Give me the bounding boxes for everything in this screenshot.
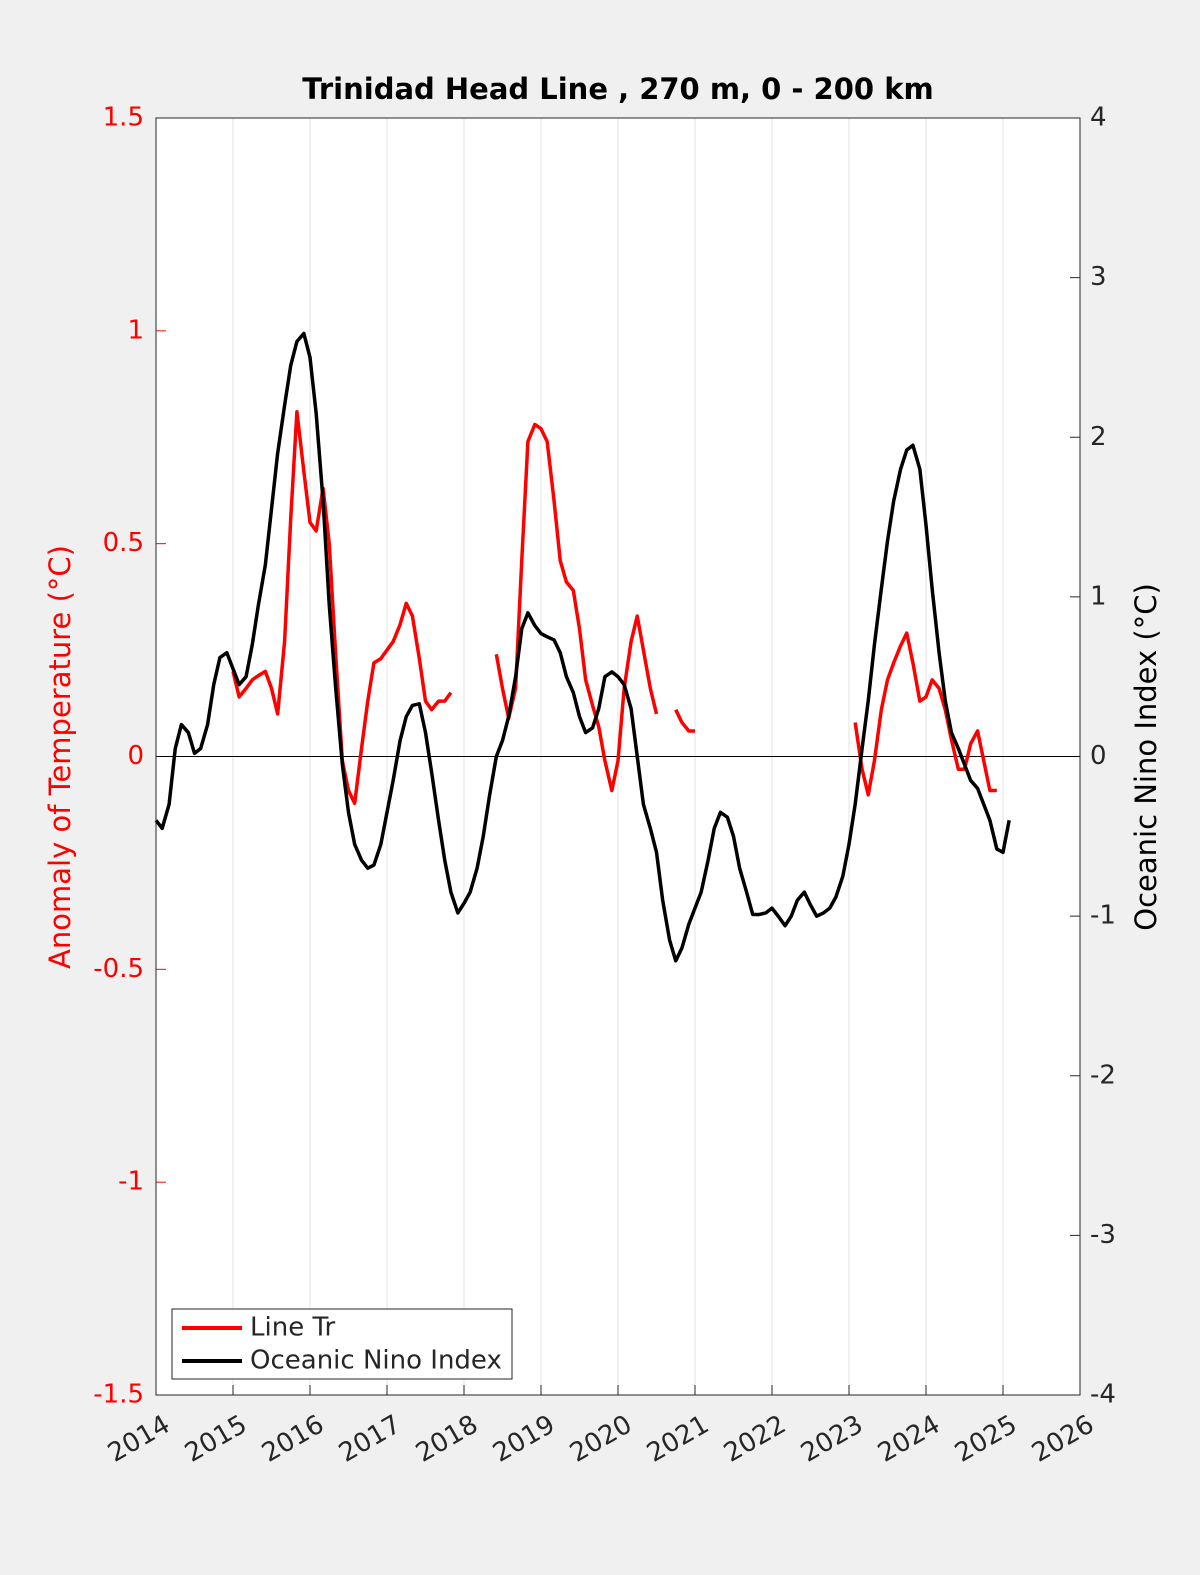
y-tick-label: -1.5 bbox=[93, 1380, 144, 1410]
y-tick-label: -0.5 bbox=[93, 954, 144, 984]
x-tick-label: 2022 bbox=[719, 1410, 791, 1469]
y-tick-label: -1 bbox=[118, 1167, 144, 1197]
legend-label: Line Tr bbox=[250, 1313, 336, 1343]
x-tick-label: 2024 bbox=[873, 1410, 945, 1469]
x-tick-label: 2025 bbox=[950, 1410, 1022, 1469]
y2-tick-label: -4 bbox=[1090, 1380, 1116, 1410]
line bbox=[154, 331, 1011, 963]
x-tick-label: 2014 bbox=[103, 1410, 175, 1469]
x-tick-label: 2017 bbox=[334, 1410, 406, 1469]
plot-frame bbox=[155, 117, 1081, 1396]
y2-tick-label: 4 bbox=[1090, 103, 1107, 133]
x-tick-label: 2021 bbox=[642, 1410, 714, 1469]
y-tick-label: 1 bbox=[127, 315, 144, 345]
y2-tick-label: -1 bbox=[1090, 901, 1116, 931]
y-tick-label: 0 bbox=[127, 741, 144, 771]
chart-title: Trinidad Head Line , 270 m, 0 - 200 km bbox=[302, 72, 933, 106]
x-tick-label: 2018 bbox=[411, 1410, 483, 1469]
y-tick-label: 1.5 bbox=[103, 103, 144, 133]
x-tick-label: 2023 bbox=[796, 1410, 868, 1469]
legend-box bbox=[171, 1308, 513, 1380]
y2-tick-label: 2 bbox=[1090, 422, 1107, 452]
y2-tick-label: -2 bbox=[1090, 1060, 1116, 1090]
x-tick-label: 2015 bbox=[180, 1410, 252, 1469]
x-tick-label: 2026 bbox=[1027, 1410, 1099, 1469]
x-tick-label: 2016 bbox=[257, 1410, 329, 1469]
x-tick-label: 2020 bbox=[565, 1410, 637, 1469]
y2-tick-label: 0 bbox=[1090, 741, 1107, 771]
y2-tick-label: 1 bbox=[1090, 581, 1107, 611]
y-tick-label: 0.5 bbox=[103, 528, 144, 558]
x-tick-label: 2019 bbox=[488, 1410, 560, 1469]
y2-axis-label: Oceanic Nino Index (°C) bbox=[1129, 583, 1163, 931]
legend-label: Oceanic Nino Index bbox=[250, 1346, 502, 1376]
y2-tick-label: -3 bbox=[1090, 1220, 1116, 1250]
y2-tick-label: 3 bbox=[1090, 262, 1107, 292]
y-axis-label: Anomaly of Temperature (°C) bbox=[43, 545, 77, 969]
